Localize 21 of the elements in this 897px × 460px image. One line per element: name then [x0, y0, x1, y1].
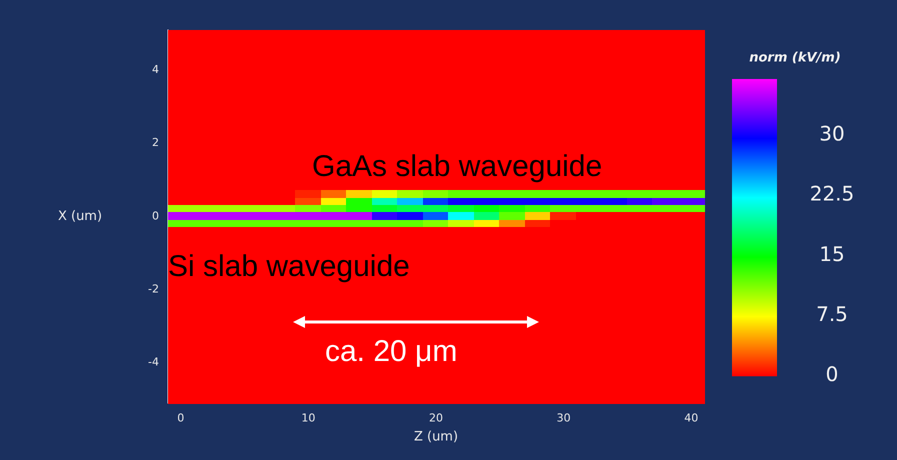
- x-tick-label: 0: [177, 411, 184, 424]
- color-bar-title: norm (kV/m): [749, 50, 841, 66]
- color-bar-label: 7.5: [816, 302, 848, 326]
- x-axis-title: Z (um): [414, 429, 458, 444]
- color-bar-label: 22.5: [810, 182, 854, 206]
- annotation: Si slab waveguide: [168, 250, 410, 283]
- color-bar-label: 15: [819, 242, 845, 266]
- y-tick-label: 2: [152, 136, 159, 150]
- x-tick-label: 40: [684, 411, 698, 424]
- x-tick-label: 20: [429, 411, 443, 424]
- y-tick-label: 0: [152, 209, 159, 222]
- color-bar-label: 30: [819, 121, 845, 146]
- y-tick-label: -4: [148, 356, 159, 369]
- x-tick-label: 30: [556, 411, 571, 424]
- y-tick-label: -2: [148, 282, 159, 296]
- annotation: GaAs slab waveguide: [312, 150, 602, 183]
- y-axis-title: X (um): [58, 208, 102, 224]
- y-tick-label: 4: [152, 63, 159, 76]
- x-tick-label: 10: [301, 411, 316, 424]
- color-bar-label: 0: [826, 362, 838, 386]
- annotation: ca. 20 μm: [325, 335, 458, 368]
